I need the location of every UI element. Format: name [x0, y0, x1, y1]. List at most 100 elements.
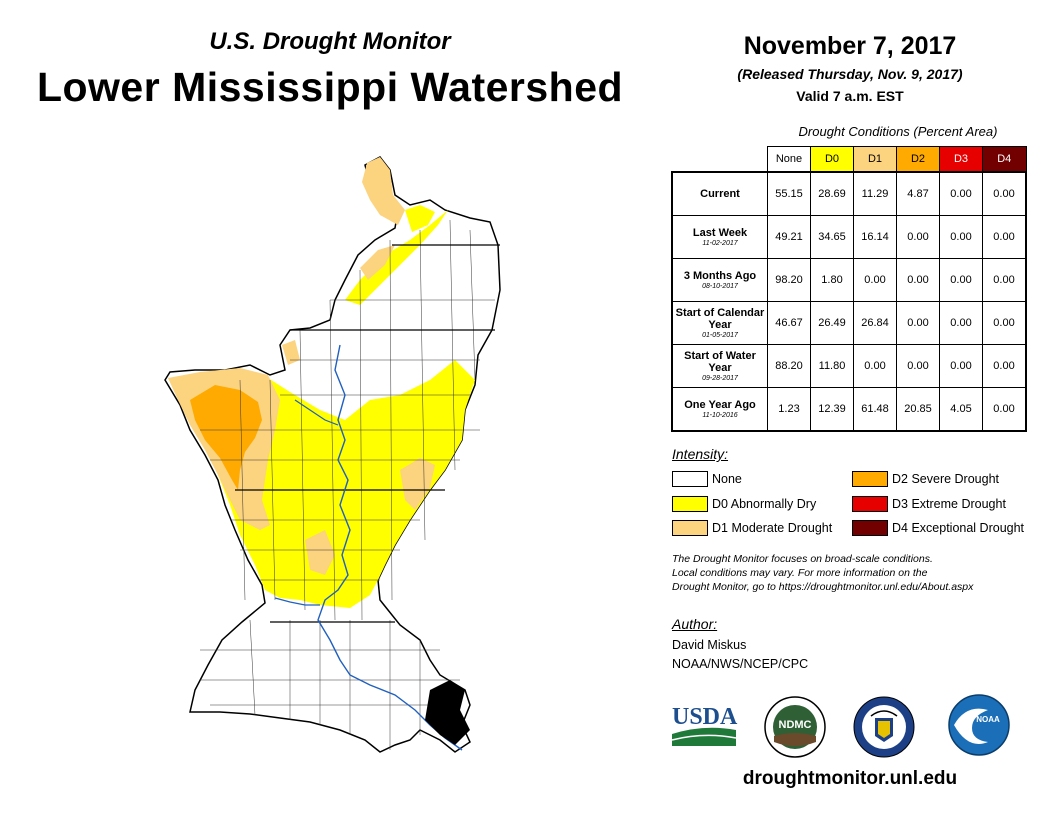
cell-d0: 1.80	[810, 258, 854, 302]
cell-d3: 0.00	[939, 301, 983, 345]
intensity-label: Intensity:	[672, 446, 729, 462]
cell-none: 46.67	[767, 301, 811, 345]
cell-none: 98.20	[767, 258, 811, 302]
cell-d1: 11.29	[853, 171, 897, 216]
cell-d2: 0.00	[896, 344, 940, 388]
legend-label: D0 Abnormally Dry	[712, 497, 817, 511]
legend-label: None	[712, 472, 742, 486]
legend-label: D1 Moderate Drought	[712, 521, 833, 535]
row-date: 08-10-2017	[702, 282, 738, 290]
disclaimer-note: The Drought Monitor focuses on broad-sca…	[672, 552, 1047, 594]
note-line: Local conditions may vary. For more info…	[672, 567, 928, 579]
row-date: 11-02-2017	[702, 239, 738, 247]
cell-d0: 11.80	[810, 344, 854, 388]
legend-swatch-d2	[852, 471, 888, 487]
d2-area-west	[190, 385, 262, 490]
d1-area-northwest	[360, 245, 395, 280]
d1-area-east	[400, 458, 435, 510]
noaa-logo: NOAA	[948, 694, 1010, 756]
map-title: Lower Mississippi Watershed	[36, 64, 624, 110]
cell-d2: 20.85	[896, 387, 940, 432]
cell-d3: 0.00	[939, 344, 983, 388]
row-label: Start of Water Year 09-28-2017	[671, 344, 768, 388]
delta-marsh	[425, 680, 470, 745]
d0-area-north	[345, 210, 448, 305]
row-label-text: Current	[700, 188, 740, 200]
map-subtitle: U.S. Drought Monitor	[209, 28, 451, 55]
col-d4: D4	[982, 146, 1027, 173]
note-line: The Drought Monitor focuses on broad-sca…	[672, 553, 933, 565]
author-name: David Miskus	[672, 638, 747, 652]
row-label-text: Start of Calendar Year	[675, 306, 765, 331]
cell-d0: 12.39	[810, 387, 854, 432]
col-d2: D2	[896, 146, 940, 173]
row-label: 3 Months Ago 08-10-2017	[671, 258, 768, 302]
cell-d1: 16.14	[853, 215, 897, 259]
row-label-text: Start of Water Year	[684, 349, 756, 374]
table-row: One Year Ago 11-10-2016 1.23 12.39 61.48 20.8…	[671, 387, 1027, 432]
row-date: 01-05-2017	[702, 331, 738, 339]
mississippi-river	[317, 344, 463, 751]
legend-d4: D4 Exceptional Drought	[852, 520, 1024, 536]
legend-none: None	[672, 471, 742, 487]
legend-d3: D3 Extreme Drought	[852, 496, 1006, 512]
row-date: 09-28-2017	[702, 374, 738, 382]
ndmc-logo-text: NDMC	[779, 719, 812, 731]
cell-d2: 0.00	[896, 258, 940, 302]
cell-d1: 0.00	[853, 344, 897, 388]
state-boundaries	[235, 244, 500, 623]
cell-none: 1.23	[767, 387, 811, 432]
legend-d1: D1 Moderate Drought	[672, 520, 832, 536]
table-row: Current 55.15 28.69 11.29 4.87 0.00 0.00	[671, 171, 1027, 216]
cell-d0: 34.65	[810, 215, 854, 259]
col-d0: D0	[810, 146, 854, 173]
cell-d2: 4.87	[896, 171, 940, 216]
row-label-text: 3 Months Ago	[683, 269, 757, 282]
author-label: Author:	[672, 616, 718, 632]
red-river	[274, 597, 320, 606]
author-org: NOAA/NWS/NCEP/CPC	[672, 657, 809, 671]
legend-swatch-d0	[672, 496, 708, 512]
d1-area-central	[305, 530, 335, 575]
cell-d4: 0.00	[982, 258, 1027, 302]
table-row: 3 Months Ago 08-10-2017 98.20 1.80 0.00 0.00 0…	[671, 258, 1027, 302]
valid-time: Valid 7 a.m. EST	[796, 88, 904, 104]
d1-area-arkansas	[282, 340, 300, 365]
cell-d2: 0.00	[896, 215, 940, 259]
cell-d4: 0.00	[982, 171, 1027, 216]
col-d3: D3	[939, 146, 983, 173]
cell-d3: 0.00	[939, 258, 983, 302]
legend-d0: D0 Abnormally Dry	[672, 496, 816, 512]
row-label: Last Week 11-02-2017	[671, 215, 768, 259]
cell-d1: 61.48	[853, 387, 897, 432]
col-d1: D1	[853, 146, 897, 173]
cell-d0: 28.69	[810, 171, 854, 216]
row-label: Start of Calendar Year 01-05-2017	[671, 301, 768, 345]
cell-d3: 4.05	[939, 387, 983, 432]
row-date: 11-10-2016	[702, 411, 738, 419]
cell-d4: 0.00	[982, 344, 1027, 388]
arkansas-river	[294, 399, 339, 426]
cell-d4: 0.00	[982, 215, 1027, 259]
cell-d2: 0.00	[896, 301, 940, 345]
table-header-row: None D0 D1 D2 D3 D4	[672, 146, 1027, 173]
legend-swatch-d1	[672, 520, 708, 536]
release-date: (Released Thursday, Nov. 9, 2017)	[737, 66, 963, 82]
cell-none: 49.21	[767, 215, 811, 259]
cell-none: 88.20	[767, 344, 811, 388]
usda-logo-text: USDA	[672, 704, 738, 730]
website-url: droughtmonitor.unl.edu	[742, 768, 958, 789]
ndmc-logo: NDMC	[764, 696, 826, 758]
cell-d3: 0.00	[939, 171, 983, 216]
row-label-text: Last Week	[692, 226, 748, 239]
cell-none: 55.15	[767, 171, 811, 216]
row-label: Current	[671, 171, 768, 216]
cell-d1: 0.00	[853, 258, 897, 302]
legend-label: D4 Exceptional Drought	[892, 521, 1025, 535]
watershed-map	[164, 156, 501, 753]
legend-swatch-d4	[852, 520, 888, 536]
d0-area-top	[405, 205, 435, 232]
commerce-seal-logo	[853, 696, 915, 758]
cell-d4: 0.00	[982, 387, 1027, 432]
map-date: November 7, 2017	[743, 32, 957, 60]
